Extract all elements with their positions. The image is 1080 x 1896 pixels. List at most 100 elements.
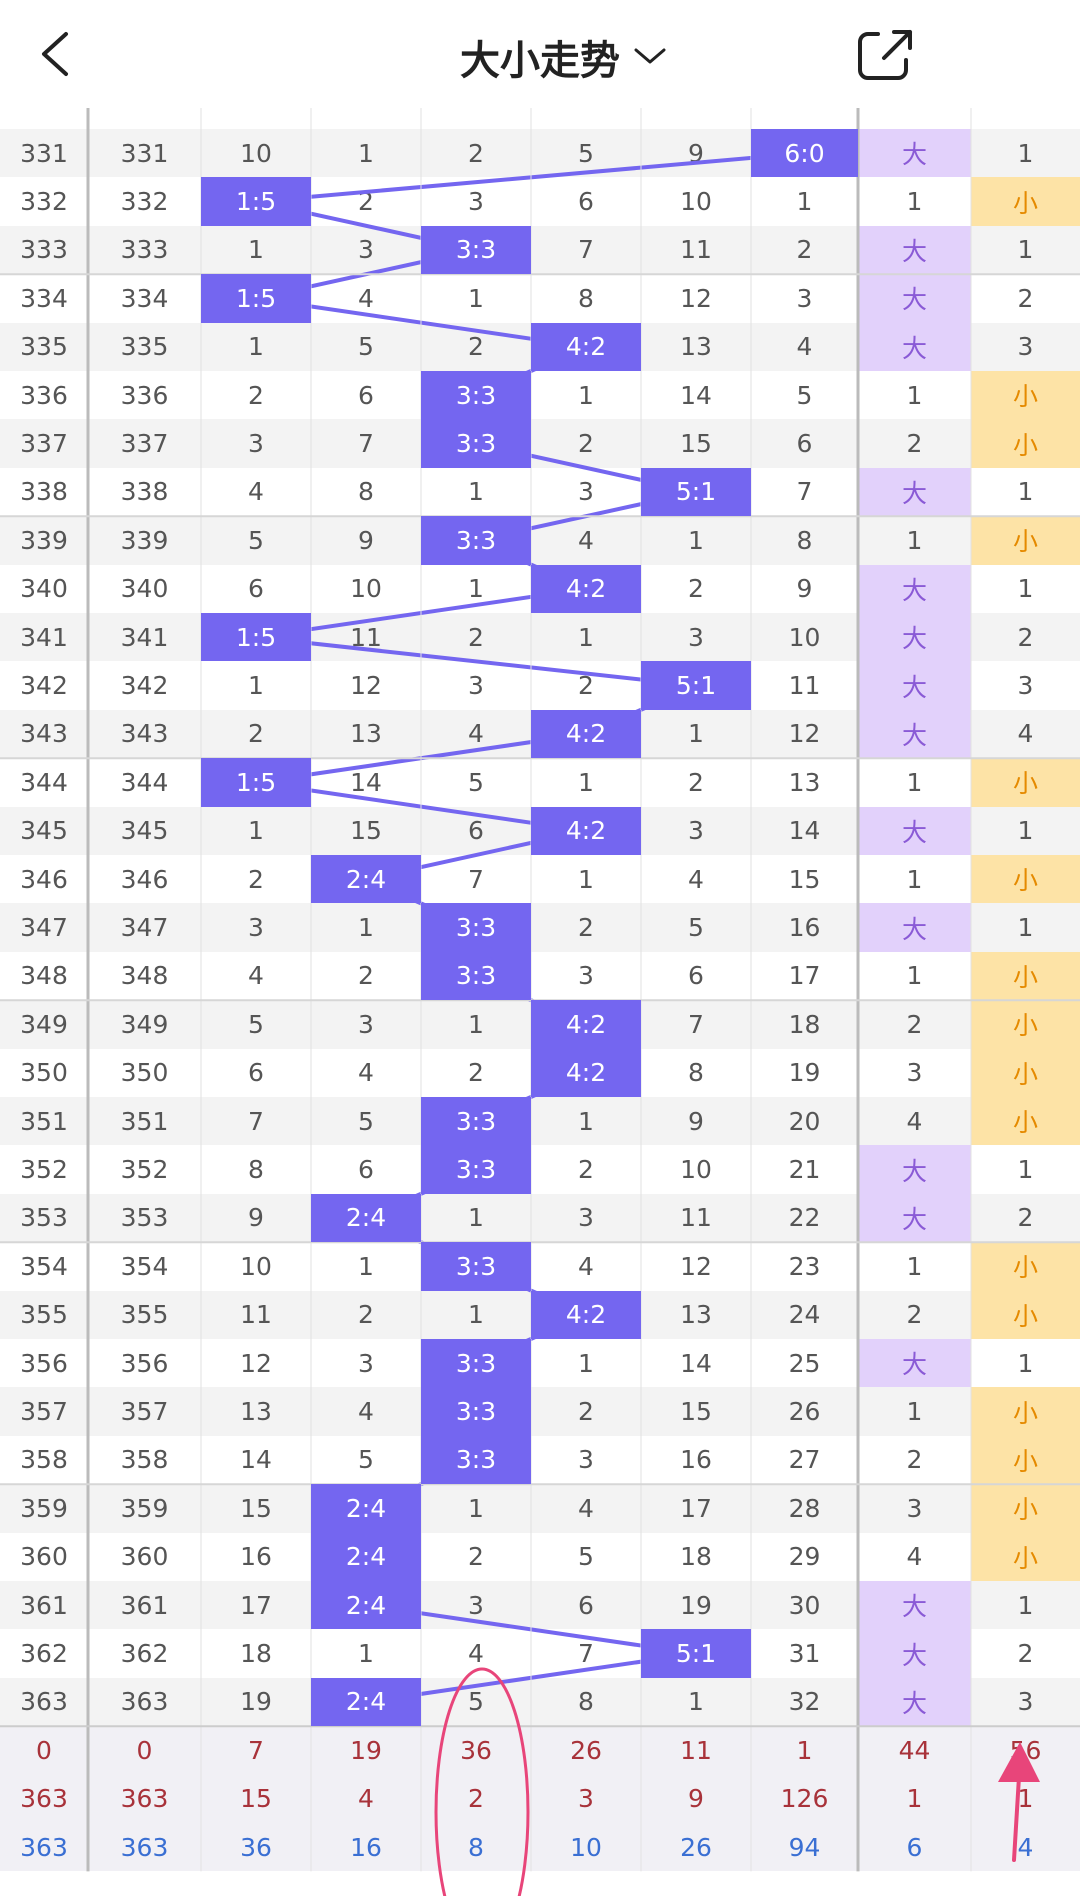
- table-cell: 2: [688, 767, 704, 797]
- table-cell: 5: [248, 525, 264, 555]
- table-cell: 358: [120, 1445, 169, 1475]
- table-cell: 351: [20, 1106, 68, 1136]
- table-cell: 26: [641, 1823, 751, 1872]
- table-cell: 1: [468, 1203, 484, 1233]
- table-cell: 348: [20, 961, 68, 991]
- table-cell: 3:3: [421, 1387, 531, 1436]
- table-cell: 353: [20, 1203, 68, 1233]
- share-button[interactable]: [858, 30, 912, 80]
- table-cell: 小: [971, 1484, 1080, 1533]
- table-cell: 340: [20, 574, 68, 604]
- table-cell: 1: [906, 864, 923, 894]
- table-cell: 6: [468, 816, 484, 846]
- table-cell: 26: [788, 1397, 821, 1427]
- table-cell: 359: [120, 1493, 169, 1523]
- table-cell: 17: [680, 1493, 712, 1523]
- table-cell: 大: [858, 322, 971, 371]
- table-cell: 13: [680, 332, 712, 362]
- trend-connector: [255, 151, 805, 204]
- table-cell: 大: [858, 709, 971, 759]
- table-cell: 3: [906, 1493, 923, 1523]
- table-cell: 359: [20, 1493, 68, 1523]
- table-cell: 3:3: [421, 1145, 531, 1194]
- table-cell: 2:4: [311, 855, 421, 904]
- table-cell: 335: [20, 332, 68, 362]
- back-button[interactable]: [42, 32, 68, 76]
- table-cell: 13: [680, 1300, 712, 1330]
- row-background: [0, 1387, 1080, 1436]
- table-cell: 6: [358, 380, 374, 410]
- table-cell: 2: [906, 429, 923, 459]
- arrow-annotation: [998, 1742, 1040, 1862]
- table-cell: 342: [20, 671, 68, 701]
- table-cell: 4:2: [531, 806, 641, 855]
- table-cell: 2: [358, 1300, 374, 1330]
- table-cell: 357: [20, 1397, 68, 1427]
- table-cell: 336: [120, 380, 169, 410]
- table-cell: 4: [358, 1058, 374, 1088]
- table-cell: 6: [248, 574, 264, 604]
- table-cell: 23: [788, 1251, 821, 1281]
- table-cell: 3: [578, 477, 594, 507]
- table-cell: 10: [788, 622, 821, 652]
- table-cell: 大: [858, 613, 971, 662]
- table-cell: 1: [1017, 1590, 1034, 1620]
- table-cell: 大: [858, 806, 971, 855]
- table-cell: 5: [248, 1009, 264, 1039]
- table-cell: 94: [751, 1823, 858, 1872]
- table-cell: 2: [248, 864, 264, 894]
- table-cell: 31: [788, 1639, 821, 1669]
- table-cell: 小: [971, 758, 1080, 807]
- table-cell: 10: [240, 1251, 272, 1281]
- table-cell: 1: [578, 1348, 594, 1378]
- table-cell: 335: [120, 332, 169, 362]
- table-cell: 337: [20, 429, 68, 459]
- table-cell: 15: [680, 429, 712, 459]
- table-cell: 13: [350, 719, 382, 749]
- table-cell: 1:5: [201, 758, 311, 807]
- table-cell: 350: [120, 1058, 169, 1088]
- table-cell: 1: [906, 767, 923, 797]
- table-cell: 4: [1017, 719, 1034, 749]
- row-background: [0, 516, 1080, 565]
- table-cell: 2:4: [311, 1581, 421, 1630]
- table-cell: 362: [120, 1639, 169, 1669]
- table-cell: 4: [248, 961, 264, 991]
- table-cell: 9: [688, 1106, 704, 1136]
- table-cell: 4:2: [531, 1290, 641, 1339]
- page-title[interactable]: 大小走势: [460, 38, 620, 84]
- table-cell: 3: [248, 913, 264, 943]
- table-cell: 16: [311, 1823, 421, 1872]
- table-cell: 348: [120, 961, 169, 991]
- table-cell: 小: [971, 1000, 1080, 1049]
- table-cell: 4: [971, 1823, 1080, 1872]
- table-cell: 363: [88, 1823, 201, 1872]
- table-cell: 347: [120, 913, 169, 943]
- table-cell: 3: [358, 235, 374, 265]
- table-cell: 8: [578, 283, 594, 313]
- row-background: [0, 1532, 1080, 1581]
- table-cell: 大: [858, 225, 971, 275]
- table-cell: 1: [906, 525, 923, 555]
- table-cell: 360: [20, 1542, 68, 1572]
- title-dropdown[interactable]: [634, 48, 666, 64]
- table-cell: 3: [468, 187, 484, 217]
- table-cell: 4: [358, 1397, 374, 1427]
- table-cell: 2: [358, 187, 374, 217]
- table-cell: 1: [248, 332, 264, 362]
- table-cell: 1: [358, 138, 374, 168]
- table-cell: 350: [20, 1058, 68, 1088]
- table-cell: 6: [578, 1590, 594, 1620]
- table-cell: 6: [578, 187, 594, 217]
- table-cell: 7: [688, 1009, 704, 1039]
- table-cell: 357: [120, 1397, 169, 1427]
- table-cell: 1: [468, 477, 484, 507]
- table-cell: 332: [120, 187, 169, 217]
- table-cell: 3: [578, 961, 594, 991]
- table-cell: 11: [680, 235, 712, 265]
- table-cell: 5: [468, 767, 484, 797]
- table-cell: 337: [120, 429, 169, 459]
- table-cell: 126: [751, 1774, 858, 1823]
- table-cell: 7: [578, 1639, 594, 1669]
- table-cell: 1: [1017, 1348, 1034, 1378]
